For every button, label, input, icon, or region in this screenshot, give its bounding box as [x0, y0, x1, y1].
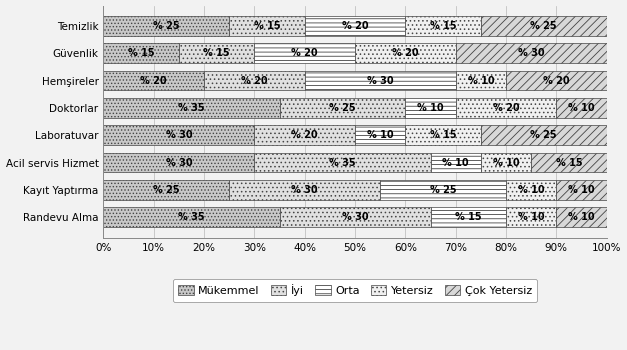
Text: % 30: % 30 [166, 130, 192, 140]
Bar [255, 43, 355, 63]
Text: % 30: % 30 [292, 185, 318, 195]
Text: % 10: % 10 [568, 103, 595, 113]
Text: % 15: % 15 [556, 158, 582, 168]
Text: % 30: % 30 [518, 48, 544, 58]
Bar [431, 208, 506, 227]
Text: % 10: % 10 [568, 185, 595, 195]
Bar [531, 153, 607, 173]
Bar [456, 98, 556, 118]
Text: % 30: % 30 [166, 158, 192, 168]
Bar [456, 71, 506, 90]
Text: % 20: % 20 [292, 130, 318, 140]
Text: % 30: % 30 [367, 76, 394, 86]
Bar [406, 125, 481, 145]
Text: % 10: % 10 [518, 212, 544, 222]
Text: % 25: % 25 [430, 185, 456, 195]
Text: % 15: % 15 [128, 48, 154, 58]
Bar [556, 208, 607, 227]
Text: % 20: % 20 [292, 48, 318, 58]
Text: % 10: % 10 [443, 158, 469, 168]
Text: % 20: % 20 [241, 76, 268, 86]
Text: % 20: % 20 [493, 103, 519, 113]
Text: % 10: % 10 [417, 103, 444, 113]
Bar [103, 180, 229, 200]
Text: % 20: % 20 [543, 76, 570, 86]
Text: % 15: % 15 [430, 130, 456, 140]
Text: % 25: % 25 [329, 103, 356, 113]
Text: % 35: % 35 [178, 212, 205, 222]
Bar [103, 153, 255, 173]
Bar [481, 16, 607, 36]
Bar [481, 153, 531, 173]
Text: % 25: % 25 [153, 21, 180, 31]
Bar [179, 43, 255, 63]
Bar [103, 16, 229, 36]
Bar [380, 180, 506, 200]
Text: % 30: % 30 [342, 212, 369, 222]
Text: % 35: % 35 [329, 158, 356, 168]
Bar [255, 125, 355, 145]
Bar [103, 71, 204, 90]
Bar [305, 71, 456, 90]
Bar [506, 208, 556, 227]
Bar [456, 43, 607, 63]
Bar [355, 125, 406, 145]
Text: % 10: % 10 [493, 158, 519, 168]
Bar [103, 125, 255, 145]
Bar [406, 98, 456, 118]
Text: % 20: % 20 [140, 76, 167, 86]
Text: % 15: % 15 [254, 21, 280, 31]
Text: % 20: % 20 [342, 21, 369, 31]
Text: % 25: % 25 [530, 21, 557, 31]
Bar [255, 153, 431, 173]
Bar [103, 43, 179, 63]
Text: % 10: % 10 [468, 76, 494, 86]
Bar [556, 98, 607, 118]
Bar [229, 16, 305, 36]
Bar [280, 98, 406, 118]
Bar [280, 208, 431, 227]
Bar [556, 180, 607, 200]
Text: % 25: % 25 [530, 130, 557, 140]
Text: % 10: % 10 [367, 130, 394, 140]
Bar [103, 98, 280, 118]
Text: % 15: % 15 [203, 48, 230, 58]
Bar [506, 180, 556, 200]
Bar [305, 16, 406, 36]
Bar [506, 71, 607, 90]
Text: % 10: % 10 [518, 185, 544, 195]
Bar [481, 125, 607, 145]
Text: % 20: % 20 [392, 48, 419, 58]
Text: % 25: % 25 [153, 185, 180, 195]
Text: % 15: % 15 [430, 21, 456, 31]
Text: % 35: % 35 [178, 103, 205, 113]
Text: % 10: % 10 [568, 212, 595, 222]
Bar [229, 180, 380, 200]
Bar [103, 208, 280, 227]
Bar [431, 153, 481, 173]
Bar [204, 71, 305, 90]
Bar [406, 16, 481, 36]
Legend: Mükemmel, İyi, Orta, Yetersiz, Çok Yetersiz: Mükemmel, İyi, Orta, Yetersiz, Çok Yeter… [172, 279, 537, 302]
Bar [355, 43, 456, 63]
Text: % 15: % 15 [455, 212, 482, 222]
